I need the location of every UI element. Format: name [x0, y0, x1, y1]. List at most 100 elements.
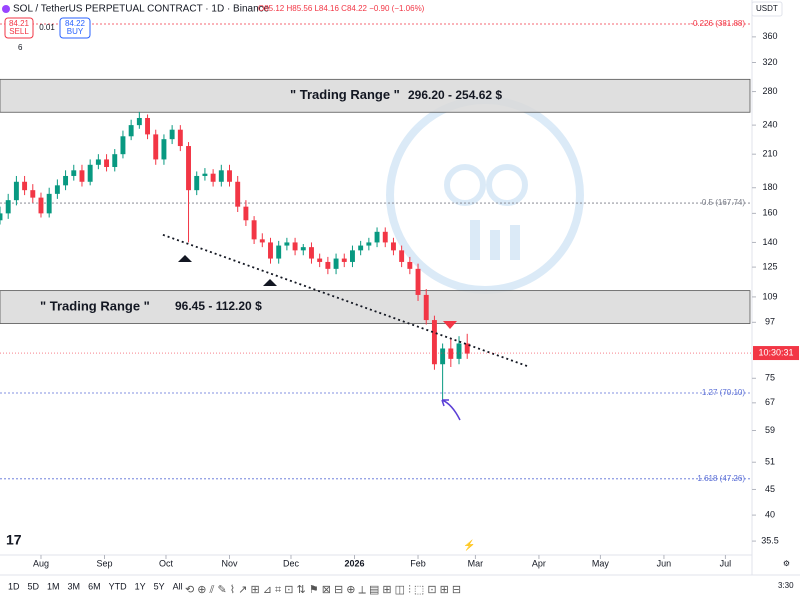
candle-body: [145, 117, 150, 135]
settings-icon[interactable]: ⚙: [783, 559, 790, 568]
y-tick-label: 320: [762, 57, 777, 67]
candle-body: [292, 242, 298, 251]
candle-body: [276, 245, 282, 259]
timeframe-button[interactable]: 1M: [47, 581, 60, 591]
candle-body: [153, 134, 159, 160]
range-label: " Trading Range ": [290, 87, 400, 102]
y-tick-label: 160: [762, 208, 777, 218]
timeframe-button[interactable]: 5Y: [154, 581, 165, 591]
candle-body: [423, 294, 429, 321]
level-label: -0.226 (381.88): [690, 19, 745, 28]
spread: 0.01: [39, 23, 55, 32]
y-tick-label: 125: [762, 261, 777, 271]
buy-button[interactable]: [59, 17, 91, 39]
timeframe-button[interactable]: 1D: [8, 581, 20, 591]
candle-body: [284, 242, 290, 246]
y-tick-label: 109: [762, 291, 777, 301]
countdown-box: [753, 346, 799, 361]
candle-body: [71, 170, 77, 176]
level-label: 1.618 (47.26): [697, 474, 745, 483]
y-tick-label: 67: [765, 397, 775, 407]
candle-body: [382, 231, 388, 243]
candle-body: [0, 213, 3, 221]
candle-body: [407, 261, 413, 269]
buy-label[interactable]: BUY: [67, 27, 84, 36]
candle-body: [5, 200, 11, 214]
candle-body: [350, 250, 355, 262]
tv-logo: 17: [6, 532, 22, 548]
x-tick-label: Nov: [222, 558, 239, 568]
candle-body: [325, 261, 331, 269]
range-text: 296.20 - 254.62 $: [408, 88, 502, 102]
level-label: 0.5 (167.74): [702, 198, 745, 207]
range-text: 96.45 - 112.20 $: [175, 299, 262, 313]
candle-body: [341, 258, 347, 262]
y-tick-label: 140: [762, 237, 777, 247]
candle-body: [251, 220, 257, 240]
clock: 3:30: [778, 581, 794, 590]
candle-body: [22, 181, 28, 191]
x-tick-label: Oct: [159, 558, 174, 568]
y-tick-label: 51: [765, 457, 775, 467]
sell-price[interactable]: 84.21: [9, 19, 30, 28]
candle-body: [366, 242, 372, 246]
drawing-tools[interactable]: ⟲ ⊕ ⫽ ✎ ⌇ ↗ ⊞ ⊿ ⌗ ⊡ ⇅ ⚑ ⊠ ⊟ ⊕ ⟂ ▤ ⊞ ◫ ⫶ …: [185, 584, 461, 596]
currency-box[interactable]: [751, 1, 783, 17]
y-tick-label: 180: [762, 182, 777, 192]
candle-body: [464, 343, 470, 354]
candle-body: [333, 258, 339, 269]
x-tick-label: Sep: [97, 558, 113, 568]
candle-body: [13, 181, 19, 201]
timeframe-button[interactable]: 5D: [28, 581, 40, 591]
x-tick-label: Apr: [532, 558, 546, 568]
candle-body: [202, 173, 208, 176]
candle-body: [38, 197, 44, 214]
timeframe-button[interactable]: 6M: [88, 581, 101, 591]
candle-body: [243, 206, 249, 221]
candle-body: [79, 170, 85, 182]
y-tick-label: 280: [762, 86, 777, 96]
symbol-icon: [2, 5, 10, 13]
x-tick-label: Feb: [410, 558, 426, 568]
y-tick-label: 45: [765, 484, 775, 494]
candle-body: [317, 258, 323, 262]
candle-body: [235, 181, 241, 207]
indicator-count[interactable]: 6: [18, 43, 23, 52]
timeframe-button[interactable]: 1Y: [135, 581, 146, 591]
y-tick-label: 35.5: [761, 535, 779, 545]
x-tick-label: Dec: [283, 558, 300, 568]
candle-body: [259, 239, 265, 243]
timeframe-button[interactable]: 3M: [68, 581, 81, 591]
countdown: 10:30:31: [758, 347, 793, 357]
candle-body: [374, 231, 380, 243]
candle-body: [120, 136, 126, 155]
currency[interactable]: USDT: [756, 4, 778, 13]
candle-body: [448, 348, 454, 359]
candle-body: [218, 170, 224, 182]
candle-body: [431, 320, 437, 365]
y-tick-label: 40: [765, 509, 775, 519]
sell-button[interactable]: [4, 17, 34, 39]
candle-body: [63, 175, 69, 186]
event-icon: ⚡: [463, 539, 475, 552]
candle-body: [358, 245, 364, 251]
y-tick-label: 59: [765, 425, 775, 435]
candle-body: [186, 146, 191, 191]
sell-label[interactable]: SELL: [9, 27, 29, 36]
candle-body: [440, 348, 446, 365]
candle-body: [268, 242, 273, 259]
trading-range: [0, 78, 751, 113]
timeframe-button[interactable]: YTD: [109, 581, 128, 591]
x-tick-label: Aug: [33, 558, 49, 568]
candle-body: [112, 154, 118, 167]
trading-range: [0, 290, 751, 324]
symbol-title: SOL / TetherUS PERPETUAL CONTRACT · 1D ·…: [13, 4, 270, 15]
y-tick-label: 97: [765, 317, 775, 327]
candle-body: [128, 125, 134, 137]
x-tick-label: 2026: [344, 558, 364, 568]
timeframe-button[interactable]: All: [173, 581, 183, 591]
range-label: " Trading Range ": [40, 299, 150, 314]
candle-body: [104, 159, 110, 167]
candle-body: [415, 268, 421, 295]
buy-price[interactable]: 84.22: [65, 19, 86, 28]
